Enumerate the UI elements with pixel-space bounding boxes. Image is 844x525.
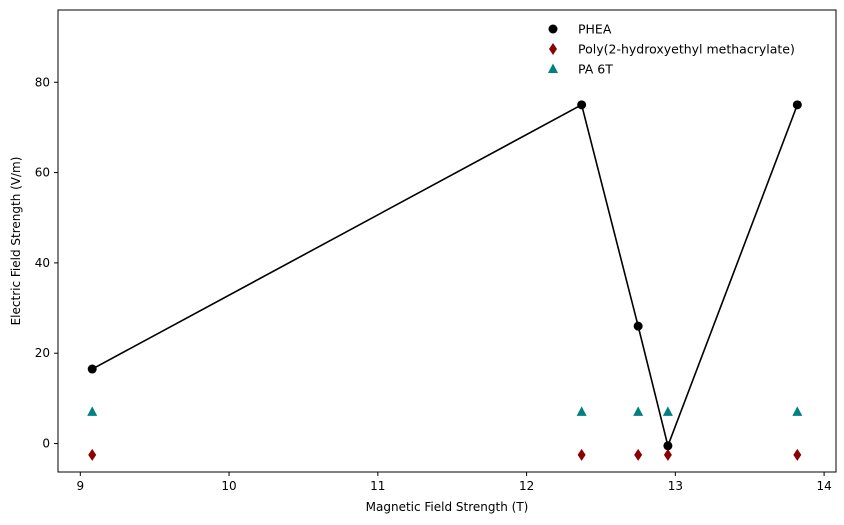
data-point: [576, 406, 587, 416]
data-point: [634, 448, 643, 461]
legend-marker: [548, 24, 558, 34]
data-point: [662, 406, 673, 416]
y-tick-label: 80: [35, 75, 50, 89]
data-point: [577, 100, 587, 110]
data-point: [793, 448, 802, 461]
x-tick-label: 10: [221, 479, 236, 493]
x-axis-label: Magnetic Field Strength (T): [366, 500, 529, 514]
y-axis-label: Electric Field Strength (V/m): [9, 157, 23, 326]
y-tick-label: 40: [35, 256, 50, 270]
plot-frame: [57, 9, 837, 473]
x-tick-label: 12: [519, 479, 534, 493]
legend: PHEA Poly(2-hydroxyethyl methacrylate) PA …: [548, 22, 795, 77]
series-0: [87, 100, 802, 451]
y-tick-label: 60: [35, 166, 50, 180]
series-2: [87, 406, 803, 416]
y-axis-ticks: 0 20 40 60 80: [35, 75, 58, 451]
legend-entry: PA 6T: [578, 62, 613, 77]
legend-entry: PHEA: [578, 22, 612, 37]
legend-marker: [548, 63, 558, 73]
data-point: [792, 100, 802, 110]
data-point: [87, 364, 97, 374]
x-tick-label: 14: [816, 479, 831, 493]
data-point: [663, 441, 673, 451]
series-1: [88, 448, 802, 461]
data-point: [792, 406, 803, 416]
data-point: [88, 448, 97, 461]
y-tick-label: 0: [42, 437, 50, 451]
series-line: [91, 103, 799, 449]
x-tick-label: 9: [76, 479, 84, 493]
data-point: [633, 321, 643, 331]
x-tick-label: 13: [668, 479, 683, 493]
data-point: [633, 406, 644, 416]
x-axis-ticks: 9 10 11 12 13 14: [76, 472, 832, 493]
x-tick-label: 11: [370, 479, 385, 493]
legend-marker: [549, 43, 557, 55]
data-point: [87, 406, 98, 416]
legend-entry: Poly(2-hydroxyethyl methacrylate): [578, 42, 795, 57]
data-point: [663, 448, 672, 461]
data-point: [577, 448, 586, 461]
plot-layer: [87, 100, 803, 461]
y-tick-label: 20: [35, 346, 50, 360]
